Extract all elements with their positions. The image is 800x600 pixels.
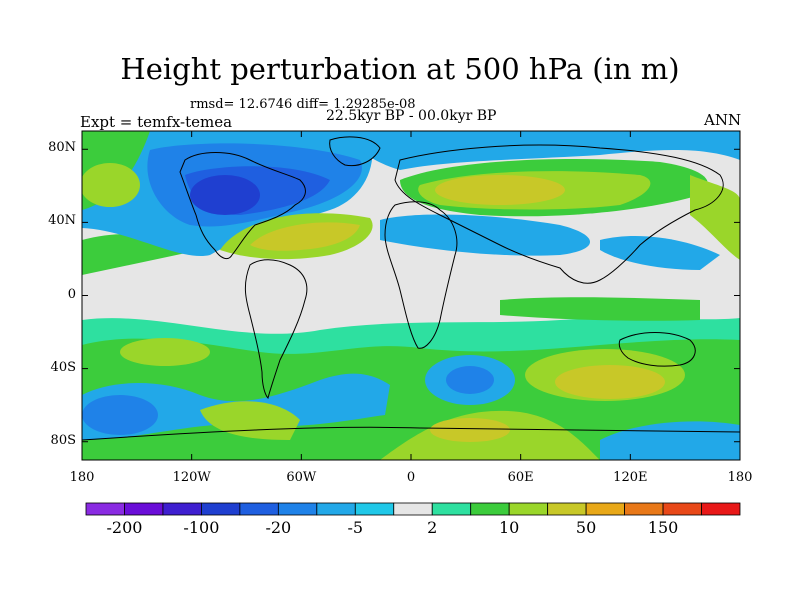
mid-latitude-blue xyxy=(380,214,590,256)
northwest-ridge xyxy=(82,163,140,207)
south-atlantic-core xyxy=(446,366,494,394)
experiment-label: Expt = temfx-temea xyxy=(80,113,233,131)
colorbar-label: -5 xyxy=(347,518,364,537)
longitude-label: 180 xyxy=(727,470,753,485)
colorbar-box xyxy=(431,502,472,516)
eurasia-core xyxy=(435,175,565,205)
antarctic-core xyxy=(430,418,510,442)
south-pacific-anomaly xyxy=(120,338,210,366)
latitude-label: 40S xyxy=(50,359,76,375)
colorbar-label: -100 xyxy=(183,518,220,537)
colorbar-box xyxy=(624,502,664,516)
colorbar-box xyxy=(354,502,395,516)
greenland-coast xyxy=(329,136,381,167)
colorbar-label: 150 xyxy=(647,518,679,537)
colorbar-box xyxy=(316,502,356,516)
colorbar-box xyxy=(393,502,433,516)
height-field xyxy=(82,131,740,460)
colorbar-box xyxy=(85,502,125,516)
south-america-coast xyxy=(244,259,308,399)
south-indian-core xyxy=(555,365,665,399)
colorbar-box xyxy=(277,502,318,516)
longitude-label: 120W xyxy=(172,470,211,485)
longitude-label: 120E xyxy=(613,470,648,485)
colorbar-label: -200 xyxy=(106,518,143,537)
colorbar-label: -20 xyxy=(265,518,292,537)
eurasia-coast xyxy=(394,144,724,284)
colorbar-box xyxy=(162,502,202,516)
east-asia-blue xyxy=(600,235,720,270)
statistics-line: rmsd= 12.6746 diff= 1.29285e-08 xyxy=(190,97,416,112)
latitude-label: 40N xyxy=(48,213,76,229)
colorbar-box xyxy=(470,502,510,516)
northeast-ridge xyxy=(690,175,740,260)
season-label: ANN xyxy=(704,111,742,129)
latitude-label: 80N xyxy=(48,140,76,156)
colorbar-label: 2 xyxy=(427,518,438,537)
latitude-label: 80S xyxy=(50,432,76,448)
antarctica-coast xyxy=(82,426,740,441)
hudson-bay-core xyxy=(190,175,260,215)
colorbar-box xyxy=(201,502,241,516)
colorbar-box xyxy=(662,502,702,516)
arctic-blue xyxy=(340,131,740,170)
colorbar xyxy=(85,502,741,516)
south-pacific-green xyxy=(200,401,300,440)
colorbar-box xyxy=(547,502,587,516)
colorbar-box xyxy=(124,502,164,516)
africa-coast xyxy=(384,201,458,349)
coastlines xyxy=(82,136,740,441)
colorbar-label: 50 xyxy=(575,518,597,537)
latitude-label: 0 xyxy=(67,286,76,302)
longitude-label: 60E xyxy=(507,470,534,485)
period-label: 22.5kyr BP - 00.0kyr BP xyxy=(326,108,497,124)
colorbar-box xyxy=(585,502,625,516)
longitude-label: 0 xyxy=(406,470,416,485)
colorbar-box xyxy=(508,502,549,516)
subtropical-atlantic-core xyxy=(250,222,360,251)
longitude-label: 60W xyxy=(286,470,317,485)
north-america-coast xyxy=(179,152,306,260)
colorbar-label: 10 xyxy=(498,518,520,537)
colorbar-box xyxy=(701,502,741,516)
axis-ticks xyxy=(81,131,741,460)
indian-ocean-green xyxy=(500,297,700,321)
map-title: Height perturbation at 500 hPa (in m) xyxy=(120,52,680,86)
australia-coast xyxy=(618,332,696,367)
longitude-label: 180 xyxy=(69,470,95,485)
southern-blue-core xyxy=(82,395,158,435)
colorbar-box xyxy=(239,502,279,516)
